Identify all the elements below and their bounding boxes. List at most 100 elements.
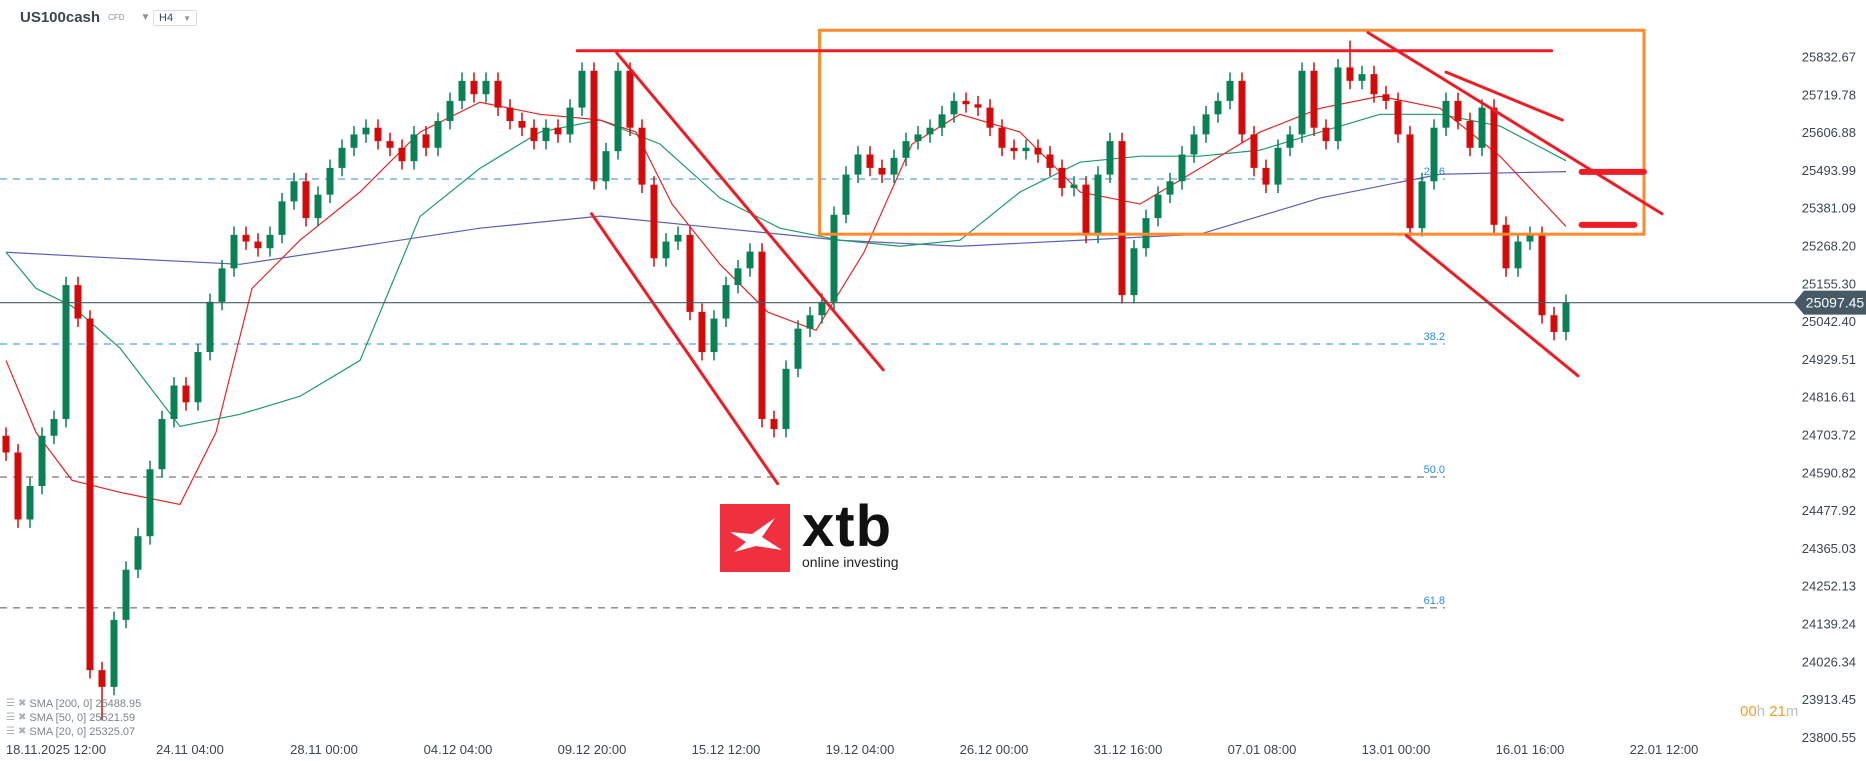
time-axis[interactable]: 18.11.2025 12:00 24.11 04:00 28.11 00:00 04… <box>6 742 1698 757</box>
candle-up <box>602 151 610 182</box>
candle-up <box>362 127 370 135</box>
candle-up <box>1070 184 1078 188</box>
candle-down <box>494 80 502 108</box>
price-tick-label: 25268.20 <box>1802 239 1856 254</box>
candle-down <box>1238 80 1246 135</box>
candle-up <box>734 268 742 286</box>
logo-mark <box>720 504 790 572</box>
candle-down <box>1550 315 1558 332</box>
time-tick-label: 09.12 20:00 <box>558 742 627 757</box>
legend-item-sma200: ☰ ✖ SMA [200, 0] 25488.95 <box>6 697 141 711</box>
candle-countdown: 00h 21m <box>1740 703 1798 720</box>
candle-down <box>374 127 382 142</box>
candle-down <box>1466 121 1474 148</box>
logo-tagline: online investing <box>802 554 899 570</box>
candle-down <box>638 127 646 185</box>
candle-up <box>674 234 682 242</box>
legend-label: SMA [20, 0] 25325.07 <box>29 726 136 738</box>
time-tick-label: 22.01 12:00 <box>1630 742 1699 757</box>
candle-down <box>758 251 766 420</box>
candle-up <box>746 251 754 269</box>
candle-up <box>782 368 790 430</box>
chevron-down-icon[interactable]: ▼ <box>140 12 151 23</box>
timer-minutes: 21 <box>1769 703 1786 720</box>
descending-trendline[interactable] <box>1366 31 1664 216</box>
candle-down <box>470 80 478 95</box>
candle-up <box>1178 154 1186 182</box>
close-icon[interactable]: ✖ <box>17 698 27 709</box>
candle-down <box>626 70 634 128</box>
price-tick-label: 25493.99 <box>1802 163 1856 178</box>
candle-up <box>1442 100 1450 128</box>
drawings[interactable] <box>575 28 1664 486</box>
price-tick-label: 24929.51 <box>1802 352 1856 367</box>
price-tick-label: 24477.92 <box>1802 503 1856 518</box>
time-tick-label: 26.12 00:00 <box>960 742 1029 757</box>
candle-up <box>950 100 958 115</box>
bars-icon[interactable]: ☰ <box>6 726 15 737</box>
time-tick-label: 18.11.2025 12:00 <box>6 742 106 757</box>
symbol-type: CFD <box>108 13 125 22</box>
price-tick-label: 24703.72 <box>1802 428 1856 443</box>
candle-up <box>230 234 238 269</box>
candle-up <box>854 154 862 175</box>
candle-down <box>698 311 706 353</box>
symbol-name: US100cash <box>20 9 101 26</box>
candles <box>2 40 1570 721</box>
sma-lines <box>5 95 1567 506</box>
candle-down <box>1034 147 1042 155</box>
legend-item-sma50: ☰ ✖ SMA [50, 0] 25521.59 <box>6 711 141 725</box>
candle-up <box>62 285 70 420</box>
instrument-selector[interactable]: US100cash CFD ▼ <box>20 9 150 26</box>
timer-hours: 00 <box>1740 703 1757 720</box>
close-icon[interactable]: ✖ <box>17 726 27 737</box>
candle-down <box>686 234 694 312</box>
candle-down <box>1394 100 1402 135</box>
candle-down <box>998 127 1006 148</box>
short-trendline[interactable] <box>1444 70 1564 122</box>
candle-down <box>650 184 658 259</box>
fibonacci-levels: 23.638.250.061.8 <box>0 166 1445 609</box>
falling-channel-lower[interactable] <box>590 212 780 486</box>
timeframe-value: H4 <box>159 12 174 24</box>
candle-down <box>1490 107 1498 225</box>
lower-channel-line[interactable] <box>1404 234 1580 378</box>
candle-up <box>926 127 934 135</box>
timer-m-unit: m <box>1785 703 1799 720</box>
bars-icon[interactable]: ☰ <box>6 712 15 723</box>
candle-down <box>1262 167 1270 185</box>
price-tick-label: 24252.13 <box>1802 579 1856 594</box>
price-tick-label: 25606.88 <box>1802 125 1856 140</box>
sma-line-200 <box>5 170 1567 265</box>
price-axis[interactable]: 25832.67 25719.78 25606.88 25493.99 25381.09… <box>1802 50 1856 745</box>
candle-up <box>326 167 334 195</box>
candle-up <box>914 134 922 142</box>
range-box[interactable] <box>818 28 1646 236</box>
candle-down <box>182 385 190 403</box>
timeframe-select[interactable]: H4 ▼ <box>153 10 197 26</box>
price-tick-label: 23913.45 <box>1802 692 1856 707</box>
candle-up <box>350 134 358 148</box>
candle-up <box>194 352 202 403</box>
candle-up <box>170 385 178 420</box>
candle-down <box>1502 224 1510 269</box>
close-icon[interactable]: ✖ <box>17 712 27 723</box>
candle-down <box>74 285 82 319</box>
bars-icon[interactable]: ☰ <box>6 698 15 709</box>
candle-up <box>1430 127 1438 182</box>
candle-up <box>902 141 910 158</box>
falling-channel-upper[interactable] <box>615 51 885 372</box>
candle-up <box>410 134 418 162</box>
candle-down <box>1322 127 1330 142</box>
candle-up <box>266 234 274 249</box>
time-tick-label: 04.12 04:00 <box>424 742 493 757</box>
candle-up <box>614 70 622 152</box>
candle-down <box>866 154 874 168</box>
candle-down <box>302 181 310 219</box>
current-price: 25097.45 <box>0 290 1866 315</box>
candle-up <box>1334 67 1342 142</box>
time-tick-label: 16.01 16:00 <box>1496 742 1565 757</box>
time-tick-label: 19.12 04:00 <box>826 742 895 757</box>
candle-up <box>1298 70 1306 135</box>
